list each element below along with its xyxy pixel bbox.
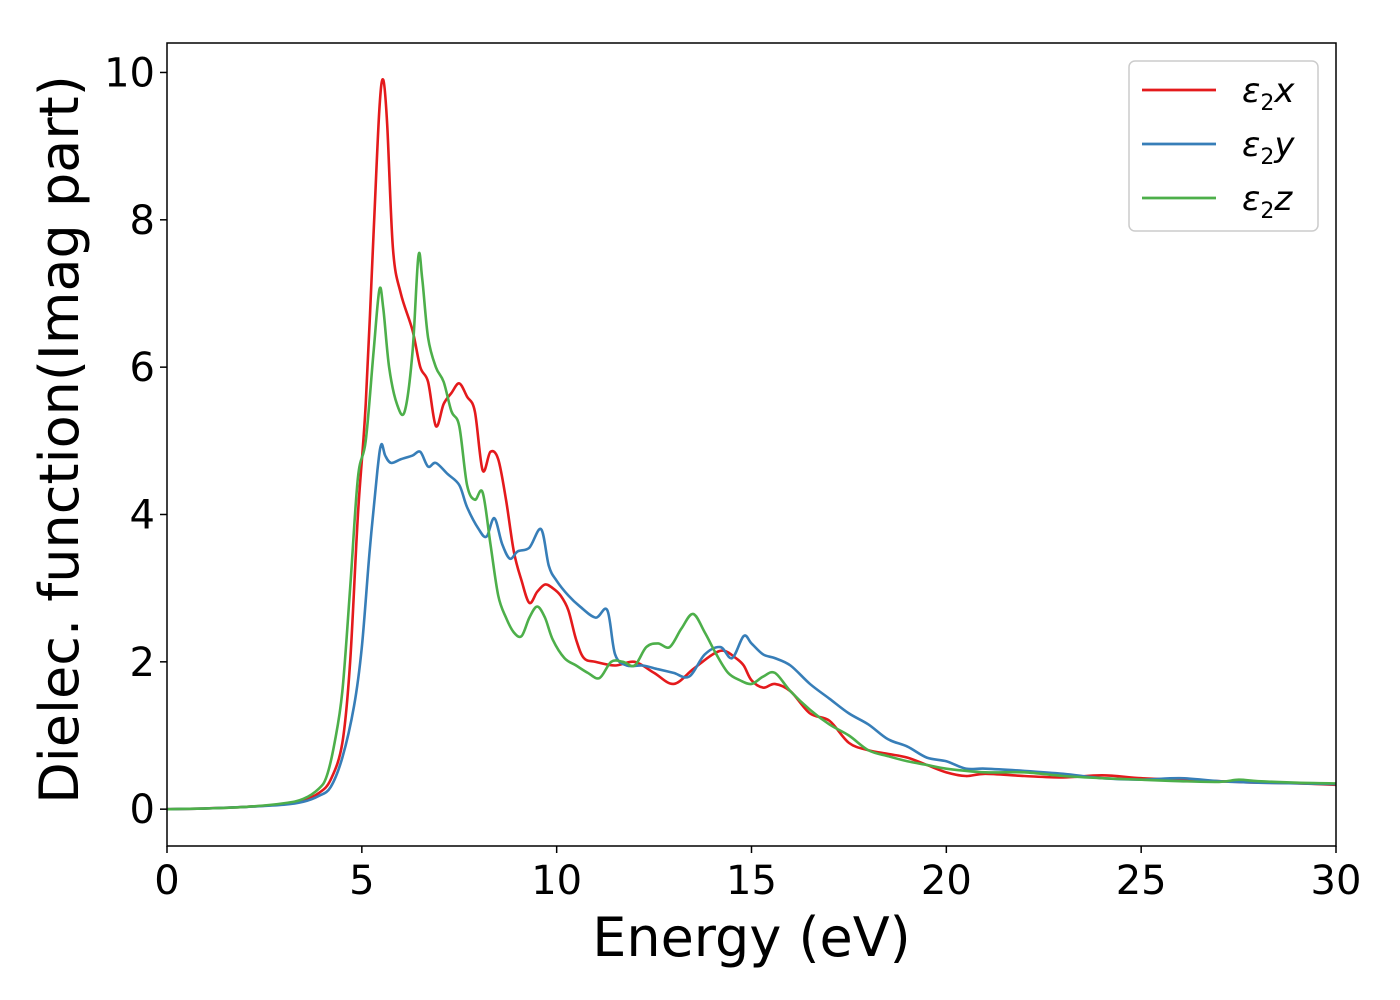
y-tick-label: 2 [130, 640, 155, 686]
x-tick-label: 15 [726, 858, 777, 904]
y-tick-label: 0 [130, 787, 155, 833]
x-tick-label: 5 [349, 858, 374, 904]
y-tick-label: 8 [130, 198, 155, 244]
x-tick-label: 25 [1116, 858, 1167, 904]
x-tick-label: 30 [1311, 858, 1362, 904]
y-tick-label: 10 [104, 50, 155, 96]
series-line-x [167, 78, 1336, 811]
x-tick-label: 0 [154, 858, 179, 904]
y-axis-ticks: 0 2 4 6 8 10 [104, 50, 167, 833]
x-tick-label: 20 [921, 858, 972, 904]
series-line-y [167, 442, 1336, 811]
x-axis-label: Energy (eV) [592, 906, 911, 969]
legend: ε2x ε2y ε2z [1128, 60, 1319, 232]
legend-item-x: ε2x [1142, 71, 1295, 116]
y-tick-label: 6 [130, 345, 155, 391]
legend-item-y: ε2y [1142, 125, 1295, 170]
series-line-z [167, 251, 1336, 811]
legend-item-z: ε2z [1142, 179, 1293, 224]
x-axis-ticks: 0 5 10 15 20 25 30 [154, 846, 1361, 904]
legend-label: ε2y [1242, 125, 1295, 170]
x-tick-label: 10 [531, 858, 582, 904]
legend-box [1128, 60, 1319, 232]
y-axis-label: Dielec. function(Imag part) [28, 75, 91, 804]
series-layer [167, 78, 1336, 811]
legend-label: ε2x [1242, 71, 1295, 116]
y-tick-label: 4 [130, 492, 155, 538]
legend-label: ε2z [1242, 179, 1293, 224]
legend-items: ε2x ε2y ε2z [1142, 71, 1295, 224]
